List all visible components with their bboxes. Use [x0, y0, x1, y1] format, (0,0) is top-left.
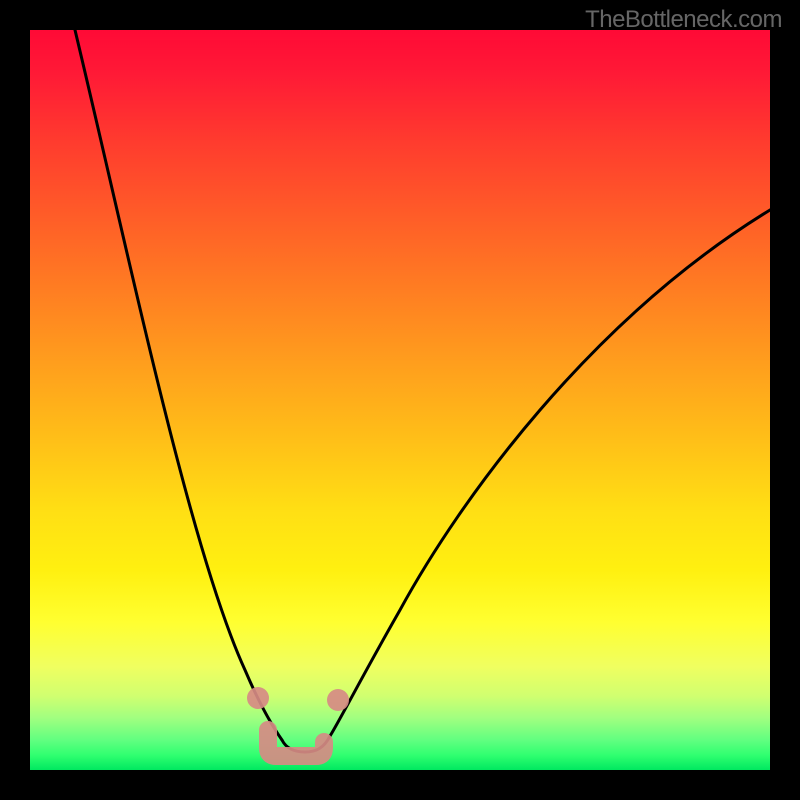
gradient-background [30, 30, 770, 770]
highlight-dot [247, 687, 269, 709]
chart-canvas: TheBottleneck.com [0, 0, 800, 800]
plot-area [30, 30, 770, 770]
highlight-dot [327, 689, 349, 711]
plot-svg [30, 30, 770, 770]
